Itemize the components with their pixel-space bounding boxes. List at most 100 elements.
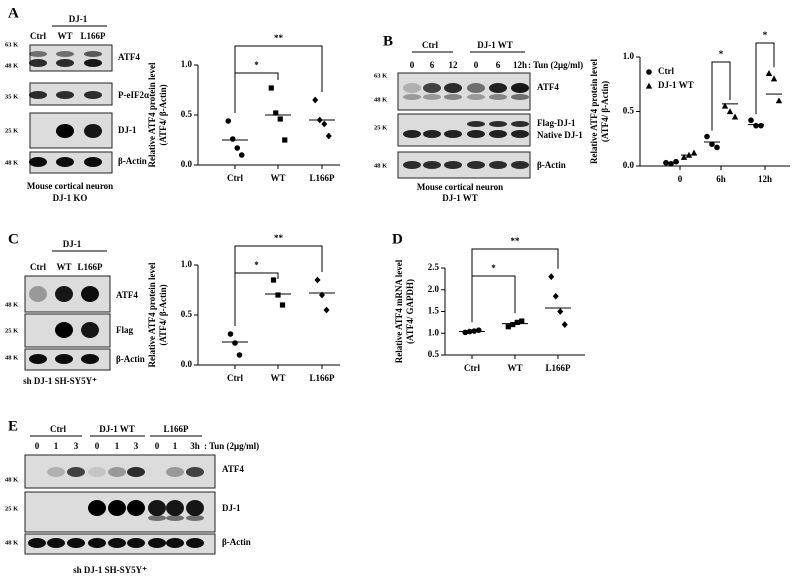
treatment-label: : Tun (2μg/ml) [204, 441, 259, 451]
lane-label: 3 [74, 441, 79, 451]
blot-band [444, 83, 462, 93]
blot-band [467, 121, 485, 127]
band-label: β-Actin [116, 354, 145, 364]
point [758, 122, 764, 129]
point [748, 117, 754, 124]
y-tick-label: 0.0 [181, 159, 193, 169]
blot-band [81, 286, 99, 302]
point [645, 82, 653, 89]
blot-band [489, 83, 507, 93]
significance-bracket [234, 245, 323, 326]
blot-band [467, 94, 485, 100]
treatment-label: : Tun (2μg/ml) [528, 60, 583, 70]
blot-band [166, 515, 184, 521]
lane-label: L166P [77, 262, 103, 272]
blot-band [444, 94, 462, 100]
blot-band [56, 91, 74, 99]
blot-band [67, 467, 85, 477]
point [704, 133, 710, 140]
blot-band [423, 94, 441, 100]
mw-label: 25 K [374, 124, 387, 131]
significance-label: * [254, 60, 259, 70]
blot-band [56, 124, 74, 138]
point [323, 306, 330, 314]
point [325, 132, 332, 140]
y-axis-label: Relative ATF4 protein level [147, 262, 157, 367]
caption: Mouse cortical neuron [27, 181, 113, 191]
caption: sh DJ-1 SH-SY5Y⁺ [73, 565, 147, 575]
significance-bracket [471, 275, 516, 323]
blot-band [84, 124, 102, 138]
significance-bracket [711, 61, 731, 131]
legend-label: DJ-1 WT [658, 80, 694, 90]
significance-bracket [755, 42, 775, 115]
blot-band [423, 161, 441, 169]
mw-label: 48 K [5, 62, 18, 69]
band-label: ATF4 [222, 464, 244, 474]
blot-band [84, 51, 102, 57]
point [238, 152, 245, 158]
blot-band [88, 500, 106, 516]
blot-band [108, 538, 126, 548]
point [321, 120, 328, 128]
lane-label: 1 [115, 441, 120, 451]
band-label: ATF4 [118, 52, 140, 62]
mw-label: 48 K [374, 162, 387, 169]
blot-band [55, 354, 73, 364]
blot-band [47, 467, 65, 477]
point [680, 153, 688, 160]
x-tick-label: 0 [678, 174, 683, 184]
lane-label: 0 [95, 441, 100, 451]
x-tick-label: Ctrl [227, 373, 243, 383]
blot-band [84, 59, 102, 67]
significance-bracket [234, 45, 323, 113]
lane-label: 0 [410, 60, 415, 70]
point [668, 161, 674, 167]
caption: DJ-1 WT [442, 193, 478, 203]
panel-label: B [383, 33, 393, 49]
blot-band [56, 51, 74, 57]
mw-label: 48 K [5, 539, 18, 546]
point [552, 292, 559, 300]
blot-band [81, 322, 99, 338]
x-tick-label: WT [270, 173, 285, 183]
blot-band [467, 161, 485, 169]
mw-label: 63 K [374, 72, 387, 79]
point [279, 302, 286, 308]
lane-label: 1 [54, 441, 59, 451]
mw-label: 48 K [374, 96, 387, 103]
y-axis-label: (ATF4/ β-Actin) [158, 84, 168, 145]
mw-label: 48 K [5, 159, 18, 166]
point [673, 158, 679, 165]
blot-band [127, 538, 145, 548]
point [690, 149, 698, 156]
x-tick-label: 12h [758, 174, 772, 184]
point [236, 352, 243, 358]
blot-band [511, 94, 529, 100]
x-tick-label: WT [270, 373, 285, 383]
y-tick-label: 1.5 [428, 306, 440, 316]
point [225, 118, 232, 124]
point [770, 75, 778, 82]
y-axis-label: (ATF4/ β-Actin) [158, 284, 168, 345]
blot-band [444, 161, 462, 169]
panel-label: C [8, 231, 19, 247]
y-tick-label: 2.0 [428, 284, 440, 294]
point [753, 122, 759, 129]
blot-band [403, 161, 421, 169]
point [765, 69, 773, 76]
blot-band [166, 538, 184, 548]
lane-label: Ctrl [30, 31, 46, 41]
x-tick-label: L166P [309, 373, 335, 383]
significance-label: ** [274, 233, 284, 243]
mw-label: 35 K [5, 93, 18, 100]
blot-strip [397, 72, 531, 111]
band-label: Flag-DJ-1 [537, 118, 576, 128]
group-label: L166P [163, 424, 189, 434]
x-tick-label: 6h [716, 174, 726, 184]
lane-label: 3h [190, 441, 200, 451]
band-label: P-eIF2α [118, 90, 149, 100]
point [312, 96, 319, 104]
blot-band [511, 161, 529, 169]
band-label: Native DJ-1 [537, 130, 583, 140]
